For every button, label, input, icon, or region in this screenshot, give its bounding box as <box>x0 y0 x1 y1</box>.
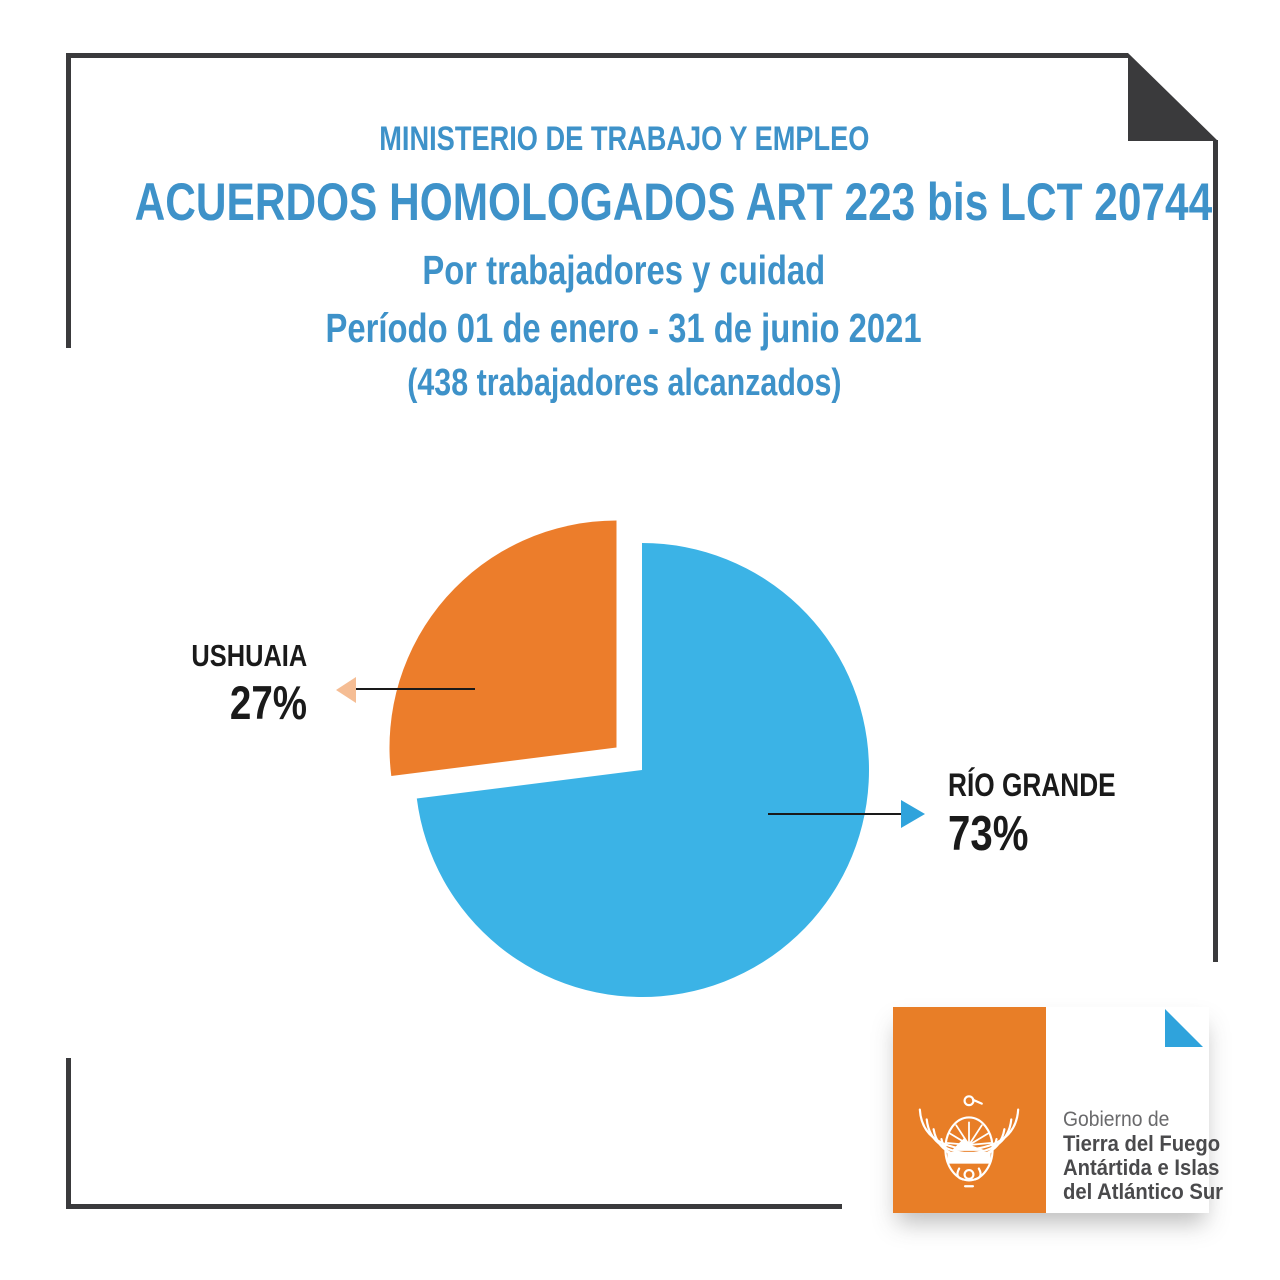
ushuaia-arrow <box>336 677 475 703</box>
rio-grande-arrowhead-icon <box>901 800 925 828</box>
ushuaia-percent: 27% <box>229 676 307 729</box>
ministry-label: MINISTERIO DE TRABAJO Y EMPLEO <box>378 120 870 158</box>
subtitle-by: Por trabajadores y cuidad <box>422 247 826 293</box>
tierra-del-fuego-coat-of-arms-icon <box>918 1095 1020 1188</box>
pie-slice-ushuaia <box>389 520 617 776</box>
frame-bottom-border <box>66 1204 842 1209</box>
ushuaia-label: USHUAIA <box>191 638 307 673</box>
government-name: Gobierno de Tierra del Fuego Antártida e… <box>1063 1107 1237 1204</box>
rio-grande-percent: 73% <box>948 807 1029 861</box>
subtitle-workers: (438 trabajadores alcanzados) <box>406 362 842 404</box>
card-fold-triangle-icon <box>1165 1009 1203 1047</box>
rio-grande-arrow <box>768 800 925 828</box>
gov-line1: Tierra del Fuego <box>1063 1131 1221 1156</box>
gov-prefix: Gobierno de <box>1063 1108 1170 1131</box>
logo-orange-panel <box>893 1007 1046 1213</box>
gov-line2: Antártida e Islas <box>1063 1155 1220 1180</box>
page-title: ACUERDOS HOMOLOGADOS ART 223 bis LCT 207… <box>134 173 1213 232</box>
ushuaia-callout: USHUAIA 27% <box>166 640 307 726</box>
subtitle-period: Período 01 de enero - 31 de junio 2021 <box>325 305 923 351</box>
rio-grande-callout: RÍO GRANDE 73% <box>948 769 1152 859</box>
frame-top-border <box>66 53 1128 58</box>
header-block: MINISTERIO DE TRABAJO Y EMPLEO ACUERDOS … <box>0 122 1248 404</box>
ushuaia-arrowhead-icon <box>336 677 356 703</box>
frame-left-upper-border <box>66 53 71 348</box>
rio-grande-label: RÍO GRANDE <box>948 767 1116 803</box>
gov-line3: del Atlántico Sur <box>1063 1179 1224 1204</box>
frame-left-lower-border <box>66 1058 71 1209</box>
frame-right-border <box>1213 140 1218 962</box>
pie-slice-rio-grande <box>416 543 870 997</box>
government-logo-card: Gobierno de Tierra del Fuego Antártida e… <box>893 1007 1223 1213</box>
